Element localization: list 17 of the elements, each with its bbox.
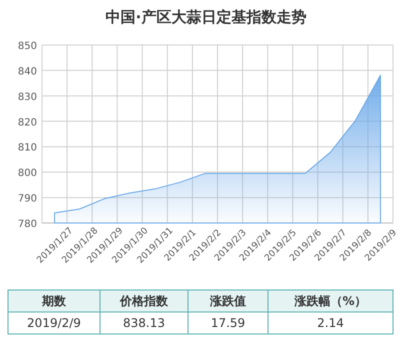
y-tick-label: 840 xyxy=(18,66,37,78)
y-tick-label: 790 xyxy=(18,194,37,205)
text: 涨跌幅（%） xyxy=(293,294,367,308)
text: 价格指数 xyxy=(119,294,169,308)
text: 涨跌值 xyxy=(209,294,246,308)
text: 2.14 xyxy=(317,316,344,330)
text: 2019/2/9 xyxy=(27,316,81,330)
y-tick-label: 850 xyxy=(18,41,37,52)
y-tick-label: 800 xyxy=(18,168,37,180)
text: 期数 xyxy=(41,294,67,308)
y-tick-label: 820 xyxy=(18,117,37,128)
y-tick-label: 780 xyxy=(18,219,37,230)
y-tick-label: 830 xyxy=(18,92,37,103)
text: 17.59 xyxy=(210,316,246,330)
chart-title: 中国·产区大蒜日定基指数走势 xyxy=(106,8,306,26)
y-tick-label: 810 xyxy=(18,142,37,154)
text: 838.13 xyxy=(123,316,165,330)
